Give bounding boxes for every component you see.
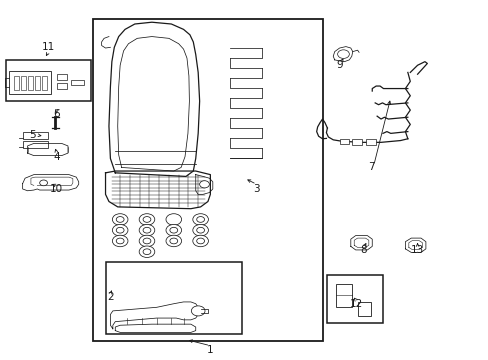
Circle shape [139,246,155,257]
Bar [105,262,242,334]
Bar [57,83,67,89]
Text: 6: 6 [53,109,60,119]
Circle shape [165,214,181,225]
Circle shape [112,235,128,247]
Circle shape [169,238,177,244]
Circle shape [196,227,204,233]
Text: 10: 10 [50,184,63,194]
Bar [14,76,19,90]
Circle shape [199,181,209,188]
Bar [357,302,370,316]
Circle shape [192,225,208,236]
Bar [41,76,46,90]
Text: 4: 4 [53,152,60,162]
Circle shape [191,306,204,316]
Text: 1: 1 [206,345,213,355]
Bar [351,139,361,145]
Circle shape [192,214,208,225]
Circle shape [337,50,348,58]
Circle shape [143,238,151,244]
Text: 7: 7 [367,162,374,172]
Bar [339,139,348,144]
Bar [57,74,67,80]
Circle shape [139,225,155,236]
Circle shape [40,180,47,186]
Bar [5,60,91,101]
Text: 8: 8 [360,245,366,255]
Bar [366,139,375,145]
Text: 13: 13 [410,245,424,255]
Circle shape [116,238,124,244]
Bar [93,19,322,341]
Circle shape [116,227,124,233]
Bar [9,71,51,94]
Circle shape [165,225,181,236]
Circle shape [112,214,128,225]
Bar [71,80,83,85]
Circle shape [196,238,204,244]
Circle shape [139,214,155,225]
Bar [35,76,40,90]
Text: 12: 12 [349,299,363,309]
Circle shape [116,217,124,222]
Circle shape [143,249,151,255]
Bar [22,132,48,139]
Text: 5: 5 [29,130,36,140]
Circle shape [112,225,128,236]
Circle shape [143,227,151,233]
Circle shape [139,235,155,247]
Bar [21,76,26,90]
Circle shape [143,217,151,222]
Circle shape [196,217,204,222]
Circle shape [192,235,208,247]
Bar [28,76,33,90]
Text: 2: 2 [107,292,114,302]
Bar [327,275,383,323]
Bar [22,141,48,148]
Bar [335,284,351,307]
Text: 11: 11 [42,42,55,52]
Circle shape [169,227,177,233]
Circle shape [165,235,181,247]
Text: 3: 3 [253,184,260,194]
Text: 9: 9 [336,60,342,70]
